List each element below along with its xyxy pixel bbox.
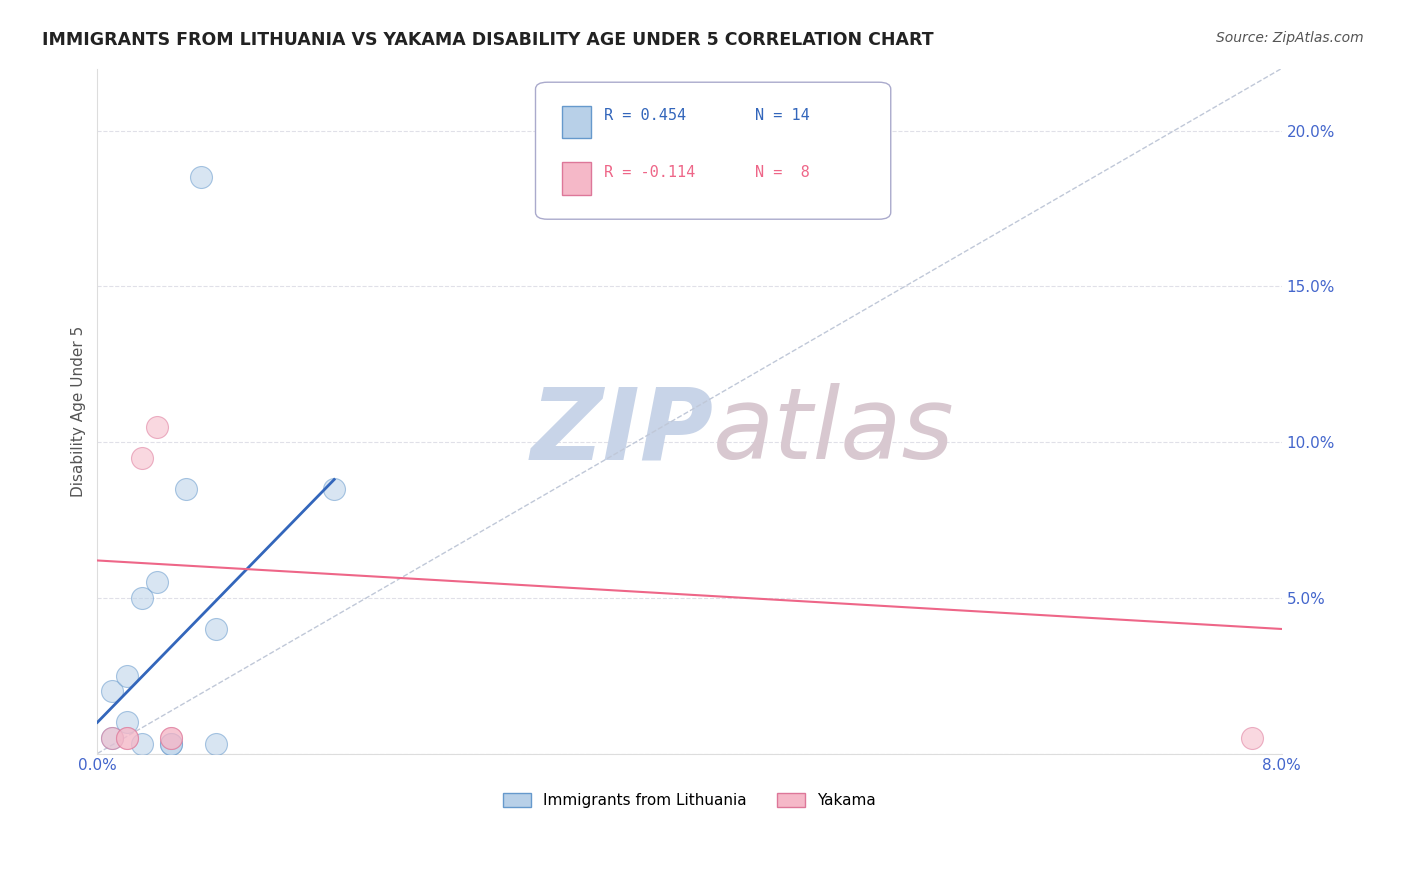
- Text: N =  8: N = 8: [755, 165, 810, 180]
- Text: Source: ZipAtlas.com: Source: ZipAtlas.com: [1216, 31, 1364, 45]
- Text: N = 14: N = 14: [755, 108, 810, 122]
- Point: [160, 731, 183, 745]
- Point: [1240, 731, 1263, 745]
- Point: [115, 715, 138, 730]
- Point: [101, 684, 124, 698]
- Point: [174, 482, 197, 496]
- Point: [131, 737, 153, 751]
- Point: [160, 731, 183, 745]
- Text: ZIP: ZIP: [530, 383, 713, 480]
- Point: [145, 575, 167, 590]
- FancyBboxPatch shape: [536, 82, 891, 219]
- Point: [115, 731, 138, 745]
- Y-axis label: Disability Age Under 5: Disability Age Under 5: [72, 326, 86, 497]
- Point: [204, 737, 226, 751]
- Bar: [561, 105, 591, 138]
- Point: [145, 419, 167, 434]
- Bar: [561, 162, 591, 195]
- Point: [323, 482, 346, 496]
- Point: [101, 731, 124, 745]
- Point: [204, 622, 226, 636]
- Text: IMMIGRANTS FROM LITHUANIA VS YAKAMA DISABILITY AGE UNDER 5 CORRELATION CHART: IMMIGRANTS FROM LITHUANIA VS YAKAMA DISA…: [42, 31, 934, 49]
- Legend: Immigrants from Lithuania, Yakama: Immigrants from Lithuania, Yakama: [498, 787, 882, 814]
- Point: [101, 731, 124, 745]
- Point: [160, 737, 183, 751]
- Point: [190, 170, 212, 185]
- Point: [131, 450, 153, 465]
- Point: [131, 591, 153, 605]
- Text: R = 0.454: R = 0.454: [605, 108, 686, 122]
- Point: [115, 668, 138, 682]
- Point: [160, 737, 183, 751]
- Text: R = -0.114: R = -0.114: [605, 165, 696, 180]
- Text: atlas: atlas: [713, 383, 955, 480]
- Point: [115, 731, 138, 745]
